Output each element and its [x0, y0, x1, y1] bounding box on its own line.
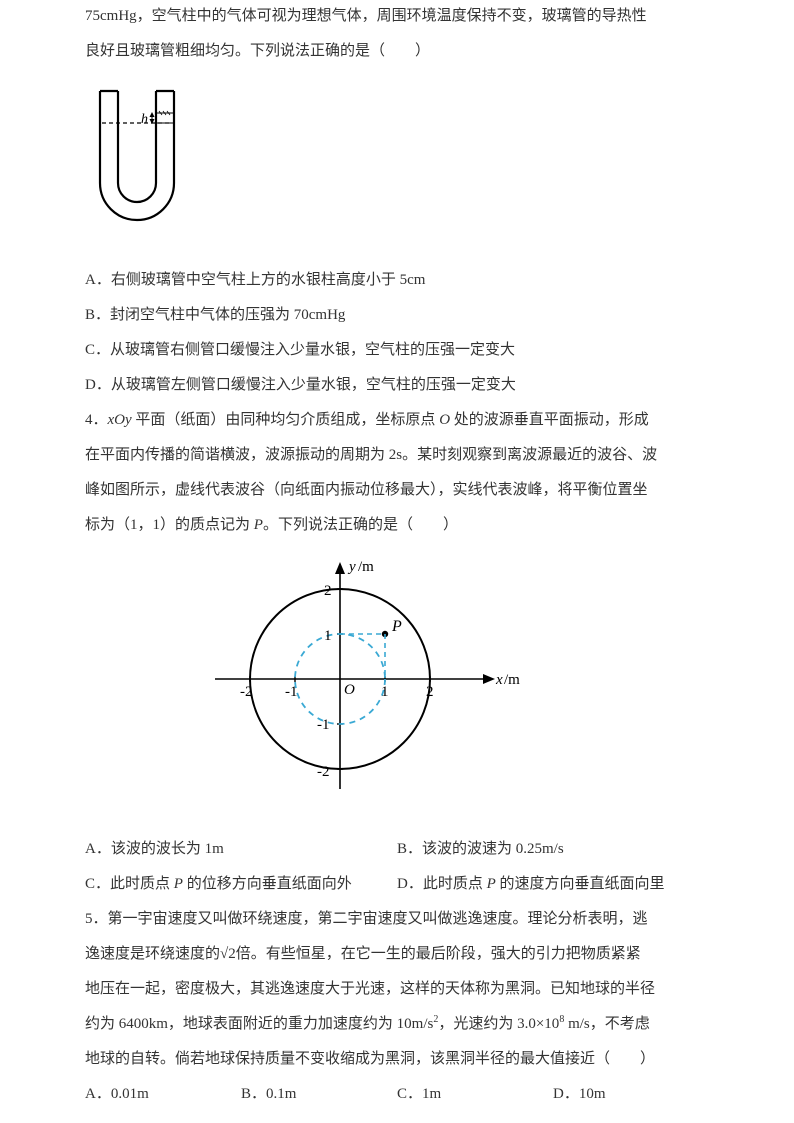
q3-intro-line2: 良好且玻璃管粗细均匀。下列说法正确的是（ ） — [85, 35, 709, 68]
svg-text:P: P — [391, 618, 402, 635]
svg-text:2: 2 — [426, 684, 434, 700]
svg-text:-2: -2 — [317, 764, 330, 780]
q4-option-d: D．此时质点 P 的速度方向垂直纸面向里 — [397, 868, 709, 901]
q5-option-a: A．0.01m — [85, 1078, 241, 1111]
svg-text:y: y — [347, 559, 356, 575]
label-h: h — [141, 112, 148, 127]
q4-option-c: C．此时质点 P 的位移方向垂直纸面向外 — [85, 868, 397, 901]
q5-option-b: B．0.1m — [241, 1078, 397, 1111]
q4-option-a: A．该波的波长为 1m — [85, 833, 397, 866]
q3-figure-utube: h — [85, 83, 709, 246]
q4-options-ab: A．该波的波长为 1m B．该波的波速为 0.25m/s — [85, 833, 709, 866]
q5-line2: 逸速度是环绕速度的√2倍。有些恒星，在它一生的最后阶段，强大的引力把物质紧紧 — [85, 938, 709, 971]
q3-option-a: A．右侧玻璃管中空气柱上方的水银柱高度小于 5cm — [85, 264, 709, 297]
svg-text:1: 1 — [381, 684, 389, 700]
q5-line4: 约为 6400km，地球表面附近的重力加速度约为 10m/s2，光速约为 3.0… — [85, 1008, 709, 1041]
q3-option-c: C．从玻璃管右侧管口缓慢注入少量水银，空气柱的压强一定变大 — [85, 334, 709, 367]
svg-text:x: x — [495, 672, 503, 688]
svg-text:1: 1 — [324, 628, 332, 644]
q4-line4: 标为（1，1）的质点记为 P。下列说法正确的是（ ） — [85, 509, 709, 542]
q4-line1: 4．xOy 平面（纸面）由同种均匀介质组成，坐标原点 O 处的波源垂直平面振动，… — [85, 404, 709, 437]
svg-text:/m: /m — [358, 559, 374, 575]
q4-line2: 在平面内传播的简谐横波，波源振动的周期为 2s。某时刻观察到离波源最近的波谷、波 — [85, 439, 709, 472]
q5-line5: 地球的自转。倘若地球保持质量不变收缩成为黑洞，该黑洞半径的最大值接近（ ） — [85, 1043, 709, 1076]
q4-figure-wave: y /m x /m P O -2 -1 1 2 2 1 -1 -2 — [200, 554, 709, 817]
q3-option-b: B．封闭空气柱中气体的压强为 70cmHg — [85, 299, 709, 332]
q5-line1: 5．第一宇宙速度又叫做环绕速度，第二宇宙速度又叫做逃逸速度。理论分析表明，逃 — [85, 903, 709, 936]
svg-text:-1: -1 — [285, 684, 298, 700]
svg-text:/m: /m — [504, 672, 520, 688]
svg-text:-2: -2 — [240, 684, 253, 700]
svg-text:-1: -1 — [317, 717, 330, 733]
svg-text:2: 2 — [324, 583, 332, 599]
q4-options-cd: C．此时质点 P 的位移方向垂直纸面向外 D．此时质点 P 的速度方向垂直纸面向… — [85, 868, 709, 901]
q4-line3: 峰如图所示，虚线代表波谷（向纸面内振动位移最大），实线代表波峰，将平衡位置坐 — [85, 474, 709, 507]
svg-text:O: O — [344, 682, 355, 698]
q4-option-b: B．该波的波速为 0.25m/s — [397, 833, 709, 866]
q5-line3: 地压在一起，密度极大，其逃逸速度大于光速，这样的天体称为黑洞。已知地球的半径 — [85, 973, 709, 1006]
q5-options: A．0.01m B．0.1m C．1m D．10m — [85, 1078, 709, 1111]
q3-intro-line1: 75cmHg，空气柱中的气体可视为理想气体，周围环境温度保持不变，玻璃管的导热性 — [85, 0, 709, 33]
q5-option-d: D．10m — [553, 1078, 709, 1111]
q5-option-c: C．1m — [397, 1078, 553, 1111]
q3-option-d: D．从玻璃管左侧管口缓慢注入少量水银，空气柱的压强一定变大 — [85, 369, 709, 402]
